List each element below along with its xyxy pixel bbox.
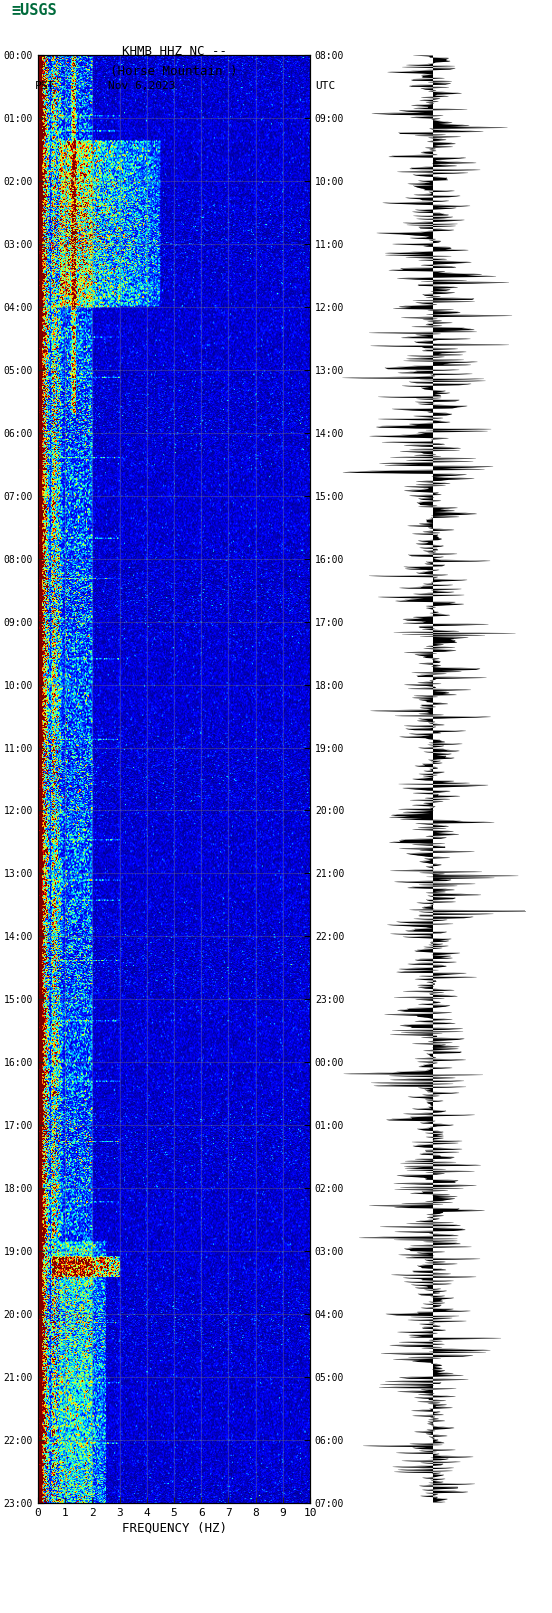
Text: (Horse Mountain ): (Horse Mountain )	[110, 65, 238, 77]
X-axis label: FREQUENCY (HZ): FREQUENCY (HZ)	[121, 1523, 226, 1536]
Text: UTC: UTC	[316, 81, 336, 90]
Text: KHMB HHZ NC --: KHMB HHZ NC --	[121, 45, 226, 58]
Text: ≡USGS: ≡USGS	[11, 3, 57, 18]
Text: PST: PST	[35, 81, 56, 90]
Text: Nov 6,2023: Nov 6,2023	[108, 81, 176, 90]
